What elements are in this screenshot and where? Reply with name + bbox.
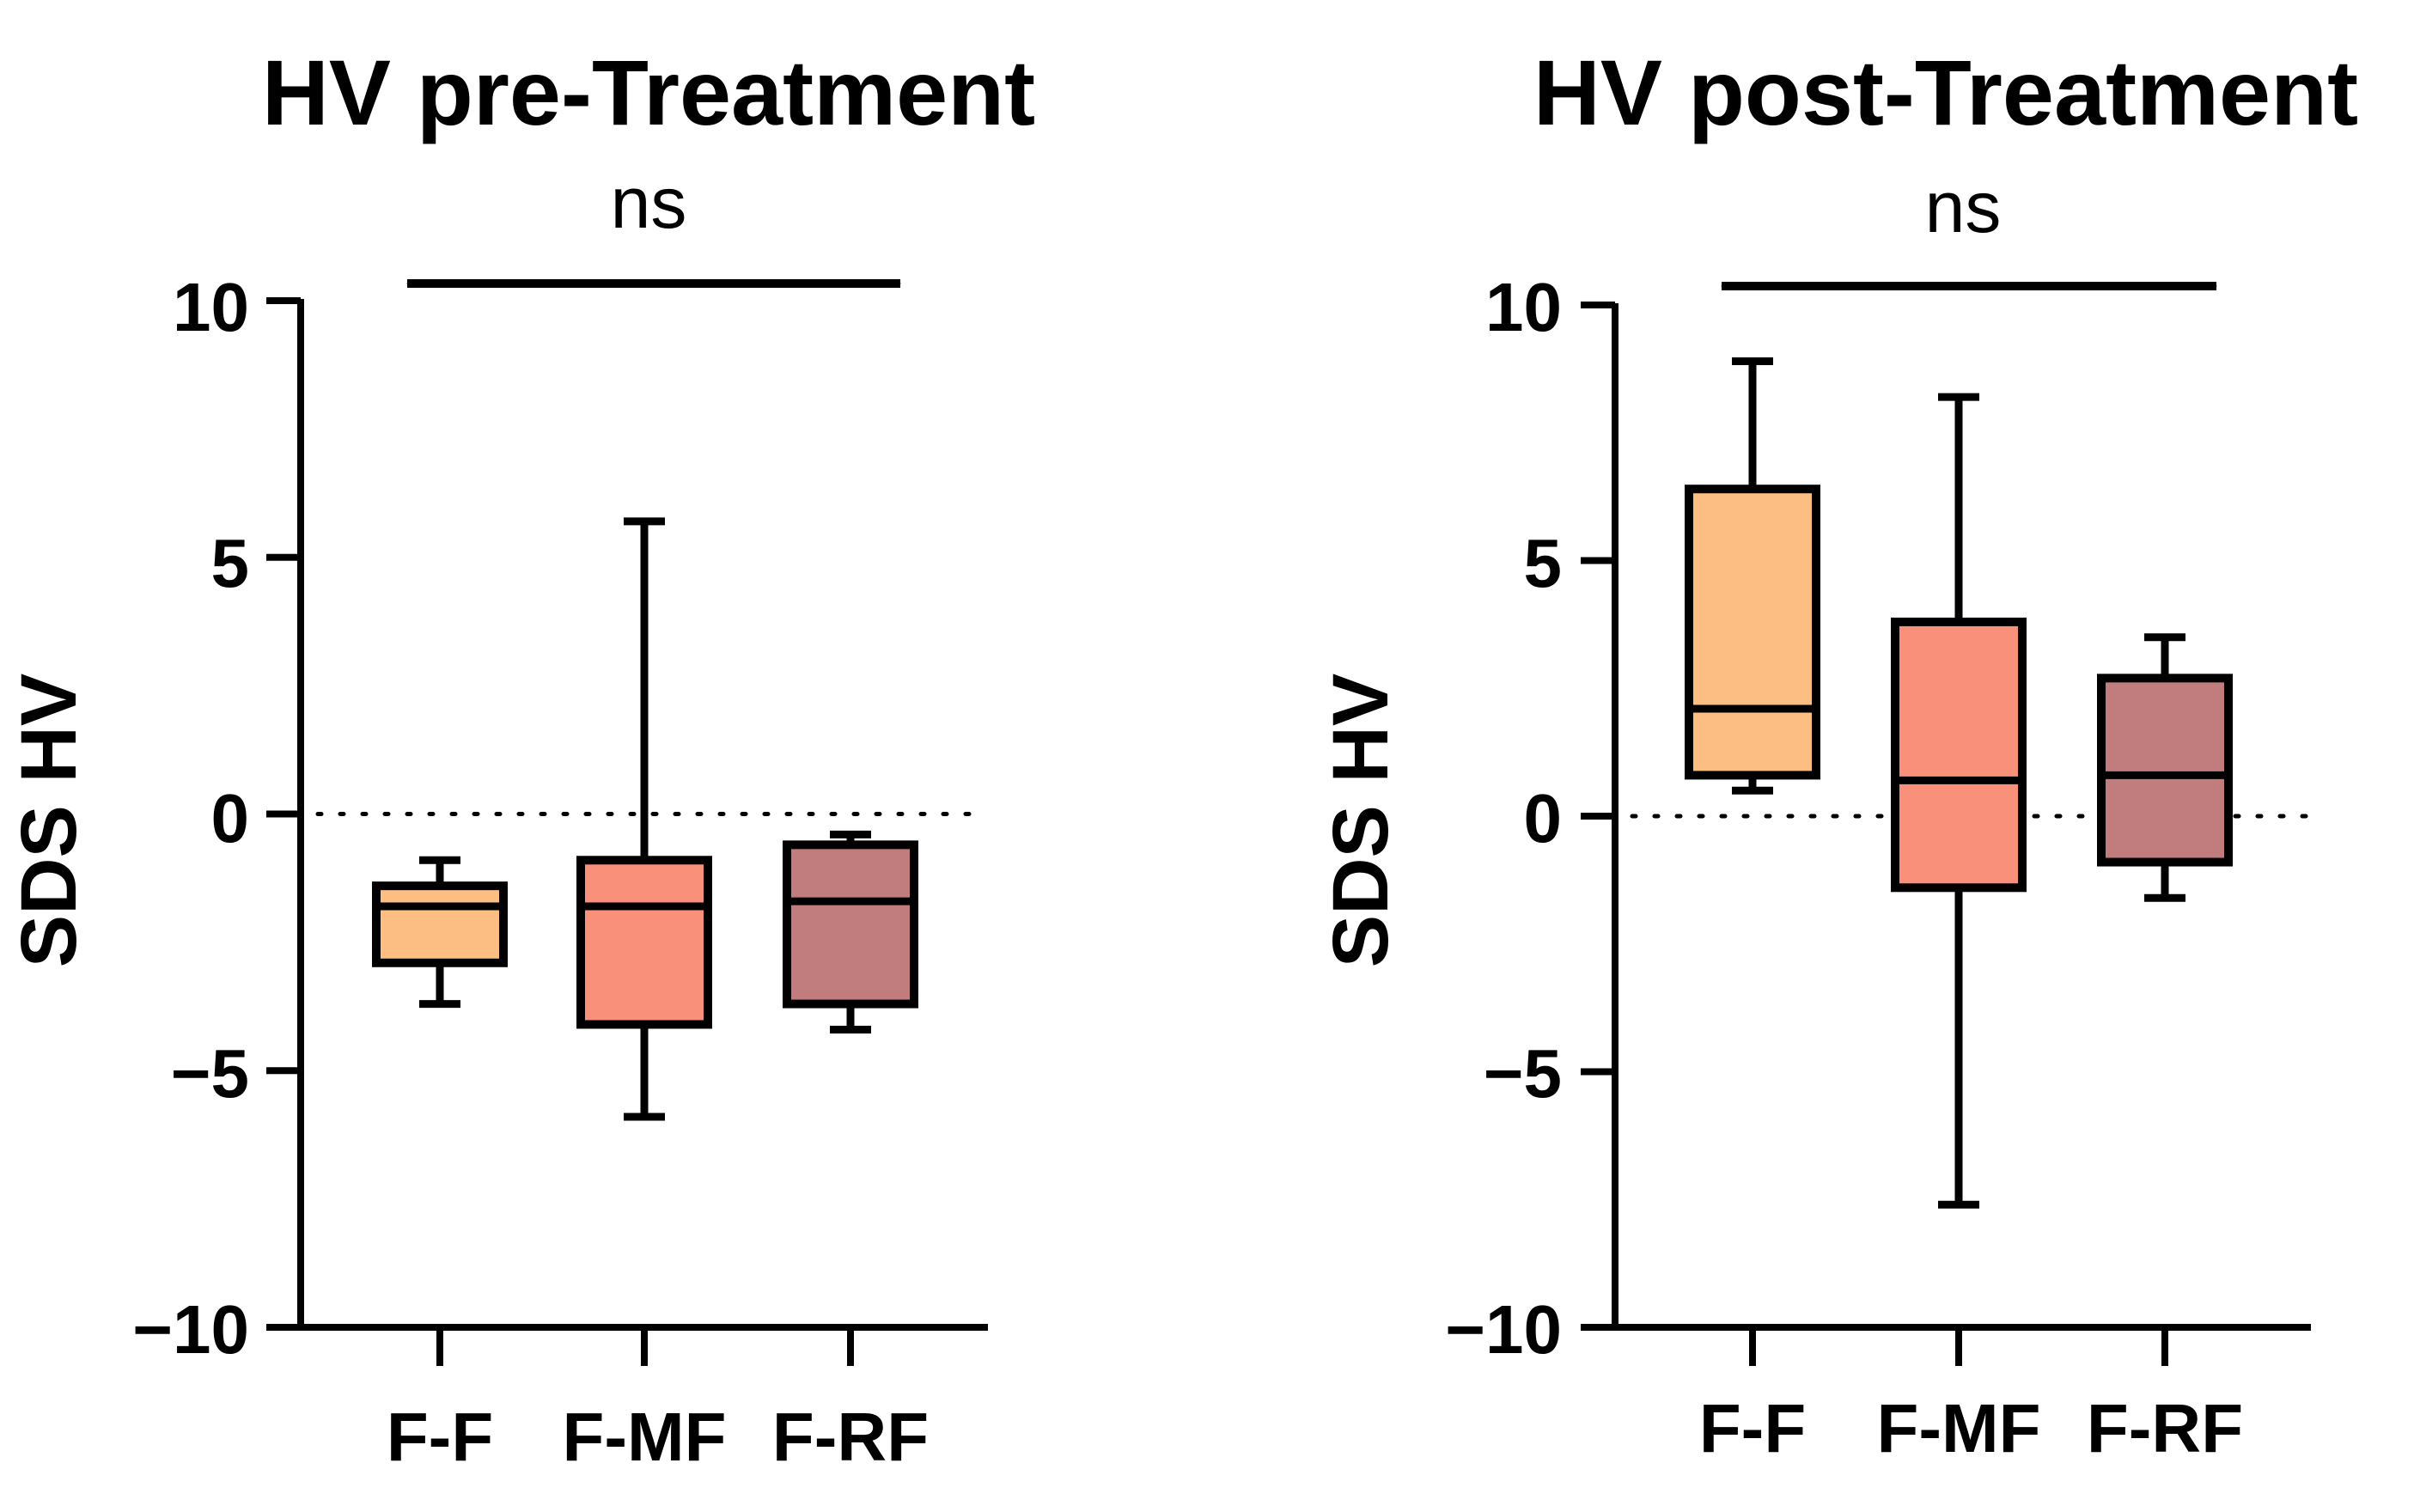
y-tick-label: −5 <box>171 1035 249 1112</box>
box-iqr <box>576 856 712 1029</box>
y-axis-label: SDS HV <box>1317 674 1405 968</box>
y-tick-label: −5 <box>1484 1035 1562 1112</box>
box-iqr <box>783 840 918 1009</box>
x-tick-label: F-RF <box>772 1399 929 1475</box>
box-iqr <box>1685 485 1820 780</box>
x-tick-label: F-F <box>1699 1390 1806 1466</box>
box-iqr <box>2097 674 2233 867</box>
y-tick-label: 0 <box>211 780 250 857</box>
y-tick-label: −10 <box>1445 1291 1562 1368</box>
box-f-mf <box>576 517 712 1121</box>
y-axis-label: SDS HV <box>5 674 93 968</box>
box-f-rf <box>2097 633 2233 902</box>
chart-title: HV post-Treatment <box>1533 40 2358 144</box>
significance-label: ns <box>611 162 687 243</box>
x-tick-label: F-F <box>387 1399 493 1475</box>
box-f-f <box>1685 357 1820 795</box>
x-tick-label: F-RF <box>2087 1390 2243 1466</box>
y-tick-label: 10 <box>173 269 249 345</box>
box-f-f <box>372 856 508 1009</box>
x-tick-label: F-MF <box>1876 1390 2040 1466</box>
box-f-rf <box>783 830 918 1033</box>
y-tick-label: −10 <box>132 1291 249 1368</box>
box-iqr <box>372 881 508 967</box>
x-tick-label: F-MF <box>562 1399 726 1475</box>
box-iqr <box>1891 617 2027 893</box>
chart-panel-post-treatment: HV post-Treatment ns SDS HV 10 5 0 −5 −1… <box>1317 40 2358 1466</box>
significance-label: ns <box>1925 167 2002 247</box>
chart-title: HV pre-Treatment <box>262 40 1035 144</box>
y-tick-label: 5 <box>1524 525 1563 601</box>
chart-panel-pre-treatment: HV pre-Treatment ns SDS HV 10 5 0 −5 −10… <box>5 40 1035 1475</box>
y-tick-label: 10 <box>1485 269 1562 345</box>
box-f-mf <box>1891 393 2027 1209</box>
y-tick-label: 5 <box>211 525 250 601</box>
y-tick-label: 0 <box>1524 780 1563 857</box>
